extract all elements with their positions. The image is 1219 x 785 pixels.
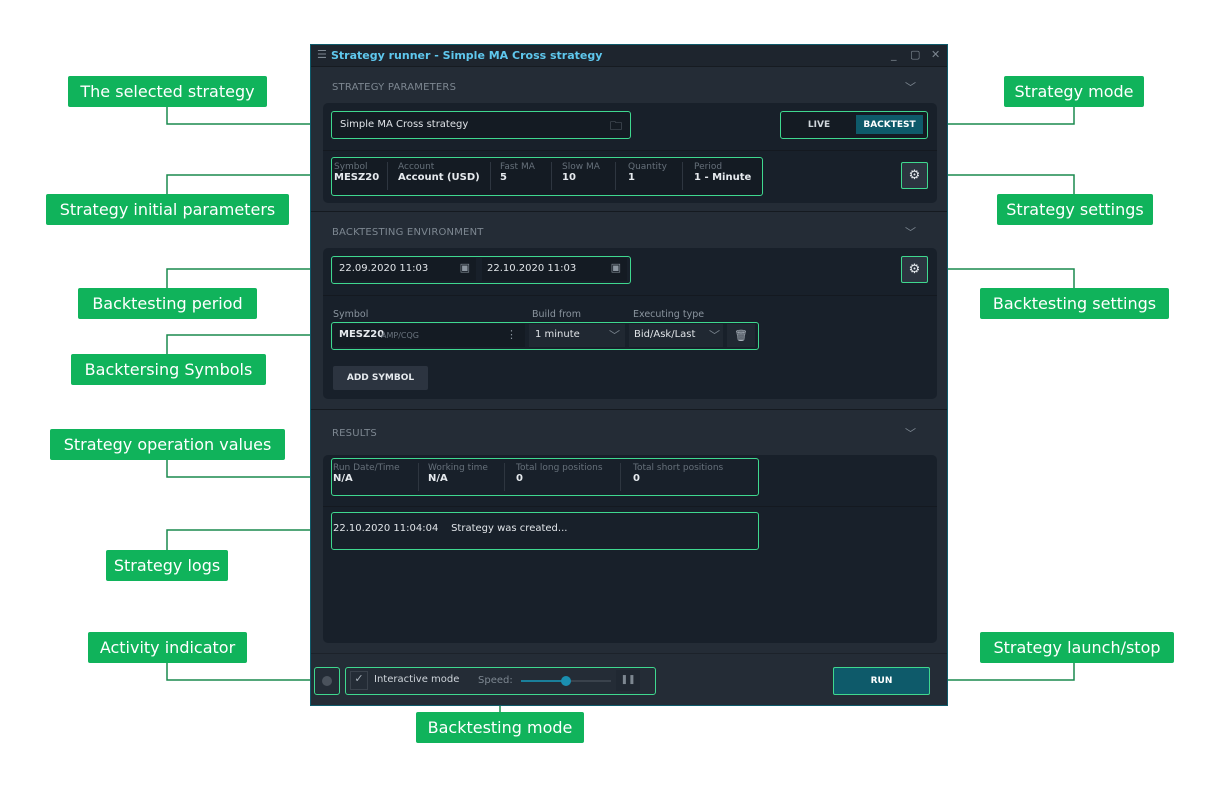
more-icon[interactable]: ⋮: [506, 328, 517, 341]
interactive-mode-label: Interactive mode: [374, 674, 460, 685]
chevron-down-icon[interactable]: ﹀: [905, 226, 916, 239]
slider-thumb[interactable]: [561, 676, 571, 686]
speed-slider[interactable]: [521, 676, 611, 686]
results-panel: Run Date/Time N/A Working time N/A Total l…: [323, 455, 937, 643]
status-dot-icon: [322, 676, 332, 686]
selected-strategy: Simple MA Cross strategy: [340, 119, 469, 130]
trash-icon: 🗑: [734, 329, 748, 342]
strategy-initial-parameters: Symbol MESZ20 Account Account (USD) Fast M…: [331, 157, 763, 196]
callout-strategy-settings: Strategy settings: [997, 194, 1153, 225]
callout-operation-values: Strategy operation values: [50, 429, 285, 460]
chevron-down-icon[interactable]: ﹀: [905, 427, 916, 440]
backtesting-environment-panel: 22.09.2020 11:03 ▣ 22.10.2020 11:03 ▣ ⚙ …: [323, 248, 937, 399]
backtesting-mode-controls: ✓ Interactive mode Speed: ❚❚: [345, 667, 656, 695]
param-fast-ma: Fast MA 5: [500, 162, 535, 183]
activity-indicator: [314, 667, 340, 695]
calendar-icon[interactable]: ▣: [610, 261, 621, 274]
folder-icon[interactable]: 🗀: [609, 119, 622, 133]
callout-activity-indicator: Activity indicator: [88, 632, 247, 663]
add-symbol-button[interactable]: ADD SYMBOL: [333, 366, 428, 390]
speed-label: Speed:: [478, 675, 513, 686]
section-header-backtesting-environment: BACKTESTING ENVIRONMENT: [332, 227, 484, 238]
log-entry: 22.10.2020 11:04:04 Strategy was created…: [333, 523, 568, 534]
callout-launch-stop: Strategy launch/stop: [980, 632, 1174, 663]
window-title: Strategy runner - Simple MA Cross strate…: [331, 49, 603, 62]
backtesting-period: 22.09.2020 11:03 ▣ 22.10.2020 11:03 ▣: [331, 256, 631, 284]
pause-button[interactable]: ❚❚: [616, 670, 640, 691]
callout-strategy-mode: Strategy mode: [1004, 76, 1144, 107]
result-total-short: Total short positions 0: [633, 463, 724, 484]
section-header-results: RESULTS: [332, 428, 377, 439]
strategy-runner-window: ☰ Strategy runner - Simple MA Cross stra…: [310, 44, 948, 706]
divider: [323, 150, 937, 151]
run-button[interactable]: RUN: [833, 667, 930, 695]
strategy-operation-values: Run Date/Time N/A Working time N/A Total l…: [331, 458, 759, 496]
callout-logs: Strategy logs: [106, 550, 228, 581]
symbol-label: Symbol: [333, 309, 369, 320]
callout-backtesting-symbols: Backtersing Symbols: [71, 354, 266, 385]
callout-backtesting-mode: Backtesting mode: [416, 712, 584, 743]
callout-initial-parameters: Strategy initial parameters: [46, 194, 289, 225]
gear-icon: ⚙: [908, 262, 921, 277]
param-quantity: Quantity 1: [628, 162, 667, 183]
title-bar: ☰ Strategy runner - Simple MA Cross stra…: [311, 45, 947, 67]
callout-selected-strategy: The selected strategy: [68, 76, 267, 107]
calendar-icon[interactable]: ▣: [459, 261, 470, 274]
minimize-icon[interactable]: _: [891, 48, 897, 61]
executing-type-label: Executing type: [633, 309, 705, 320]
mode-backtest[interactable]: BACKTEST: [856, 115, 923, 134]
result-total-long: Total long positions 0: [516, 463, 603, 484]
chevron-down-icon: ﹀: [609, 329, 620, 342]
backtesting-settings-button[interactable]: ⚙: [901, 256, 928, 283]
result-working-time: Working time N/A: [428, 463, 488, 484]
menu-icon[interactable]: ☰: [317, 48, 327, 61]
date-from-input[interactable]: 22.09.2020 11:03 ▣: [333, 258, 476, 281]
callout-backtesting-settings: Backtesting settings: [980, 288, 1169, 319]
strategy-settings-button[interactable]: ⚙: [901, 162, 928, 189]
section-header-strategy-parameters: STRATEGY PARAMETERS: [332, 82, 457, 93]
strategy-parameters-panel: Simple MA Cross strategy 🗀 LIVE BACKTEST…: [323, 103, 937, 203]
maximize-icon[interactable]: ▢: [910, 48, 921, 61]
param-account: Account Account (USD): [398, 162, 480, 183]
chevron-down-icon: ﹀: [709, 329, 720, 342]
strategy-logs: 22.10.2020 11:04:04 Strategy was created…: [331, 512, 759, 550]
close-icon[interactable]: ✕: [931, 48, 941, 61]
strategy-mode-toggle: LIVE BACKTEST: [780, 111, 928, 139]
param-slow-ma: Slow MA 10: [562, 162, 600, 183]
executing-type-select[interactable]: Bid/Ask/Last ﹀: [629, 324, 723, 347]
param-symbol: Symbol MESZ20: [334, 162, 380, 183]
interactive-mode-checkbox[interactable]: ✓: [350, 671, 368, 690]
callout-backtesting-period: Backtesting period: [78, 288, 257, 319]
param-period: Period 1 - Minute: [694, 162, 752, 183]
result-run-date: Run Date/Time N/A: [333, 463, 400, 484]
gear-icon: ⚙: [908, 168, 921, 183]
chevron-down-icon[interactable]: ﹀: [905, 81, 916, 94]
backtesting-symbol-row: MESZ20 AMP/CQG ⋮ 1 minute ﹀ Bid/Ask/Last…: [331, 322, 759, 350]
symbol-field[interactable]: MESZ20 AMP/CQG ⋮: [333, 324, 525, 347]
strategy-selector[interactable]: Simple MA Cross strategy 🗀: [331, 111, 631, 139]
delete-symbol-button[interactable]: 🗑: [727, 324, 755, 347]
build-from-label: Build from: [532, 309, 581, 320]
date-to-input[interactable]: 22.10.2020 11:03 ▣: [482, 258, 627, 281]
mode-live[interactable]: LIVE: [807, 119, 831, 130]
build-from-select[interactable]: 1 minute ﹀: [529, 324, 625, 347]
